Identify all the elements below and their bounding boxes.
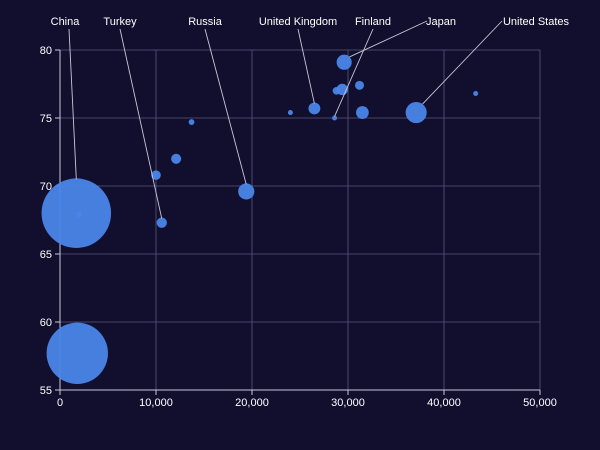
bubble-point (473, 91, 479, 97)
axes: 0 10,000 20,000 30,000 40,000 50,000 55 60 65 70 7… (40, 45, 557, 409)
bubble-label: Russia (188, 16, 223, 28)
x-tick-label: 0 (57, 397, 63, 409)
x-tick-label: 50,000 (523, 397, 557, 409)
bubble-point (355, 80, 365, 90)
y-tick-label: 70 (40, 181, 52, 193)
bubble-label: Finland (355, 16, 391, 28)
y-tick-label: 65 (40, 249, 52, 261)
x-tick-label: 20,000 (235, 397, 269, 409)
bubble-label: United States (503, 16, 570, 28)
bubble-point (76, 211, 83, 218)
leader-line (297, 28, 315, 104)
bubble-point (287, 110, 293, 116)
bubble-point (151, 170, 161, 180)
leader-line (68, 28, 77, 180)
y-tick-label: 75 (40, 113, 52, 125)
x-tick-label: 40,000 (427, 397, 461, 409)
y-tick-label: 55 (40, 385, 52, 397)
label-layer: China Turkey Russia United Kingdom Finland Ja… (51, 16, 570, 219)
y-tick-label: 60 (40, 317, 52, 329)
bubble-china (41, 178, 112, 248)
x-tick-label: 10,000 (139, 397, 173, 409)
bubble-point (188, 119, 195, 125)
bubble-point (332, 86, 341, 95)
bubble-united-kingdom (308, 102, 321, 115)
bubble-russia (238, 183, 255, 200)
y-tick-label: 80 (40, 45, 52, 57)
bubble-point (356, 106, 369, 119)
bubble-point (46, 322, 108, 384)
leader-line (119, 28, 163, 219)
bubble-japan (336, 54, 352, 70)
leader-line (349, 20, 428, 58)
bubble-point (171, 153, 182, 164)
x-tick-label: 30,000 (331, 397, 365, 409)
bubble-layer (41, 54, 479, 384)
grid-lines (60, 49, 541, 390)
bubble-label: Turkey (103, 16, 137, 28)
bubble-label: Japan (426, 16, 456, 28)
bubble-united-states (405, 101, 427, 124)
bubble-label: United Kingdom (259, 16, 337, 28)
leader-line (334, 28, 374, 117)
bubble-label: China (51, 16, 81, 28)
leader-line (204, 28, 247, 185)
leader-line (422, 20, 503, 105)
bubble-turkey (156, 217, 167, 228)
bubble-finland (332, 115, 338, 121)
